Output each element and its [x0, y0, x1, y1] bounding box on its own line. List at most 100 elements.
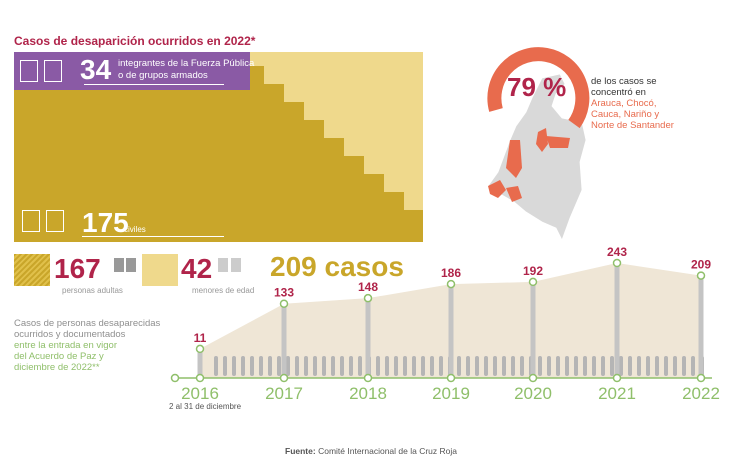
arauca-region [546, 136, 570, 148]
source-note: Fuente: Comité Internacional de la Cruz … [285, 446, 457, 456]
person-figure [538, 356, 542, 376]
civilian-woman-icon [46, 210, 64, 232]
person-figure [268, 356, 272, 376]
person-figure [349, 356, 353, 376]
description-line1: Casos de personas desaparecidas [14, 318, 161, 329]
data-point [528, 277, 538, 287]
data-point [612, 258, 622, 268]
map-departments-line3: Norte de Santander [591, 120, 674, 131]
person-figure [250, 356, 254, 376]
person-figure [619, 356, 623, 376]
person-figure [673, 356, 677, 376]
data-point [363, 293, 373, 303]
person-figure [610, 356, 614, 376]
person-figure [223, 356, 227, 376]
security-forces-count: 34 [80, 54, 112, 85]
person-figure [484, 356, 488, 376]
map-departments-line2: Cauca, Nariño y [591, 109, 660, 120]
person-figure [475, 356, 479, 376]
person-figure [358, 356, 362, 376]
person-figure [430, 356, 434, 376]
boy-icon [218, 258, 228, 272]
data-point [195, 344, 205, 354]
person-figure [547, 356, 551, 376]
person-figure [466, 356, 470, 376]
person-figure [340, 356, 344, 376]
minors-staircase [229, 52, 423, 210]
person-figure [502, 356, 506, 376]
source-label: Fuente: [285, 446, 316, 456]
year-label: 2019 [432, 384, 470, 403]
data-label: 192 [523, 264, 543, 278]
person-figure [664, 356, 668, 376]
person-figure [439, 356, 443, 376]
person-figure [394, 356, 398, 376]
civilian-man-icon [22, 210, 40, 232]
person-figure [646, 356, 650, 376]
person-figure [493, 356, 497, 376]
person-figure [574, 356, 578, 376]
description-line5: diciembre de 2022** [14, 362, 100, 373]
map-departments-line1: Arauca, Chocó, [591, 98, 657, 109]
minors-swatch [142, 254, 178, 286]
civilians-underline [82, 236, 224, 237]
year-label: 2016 [181, 384, 219, 403]
data-label: 133 [274, 286, 294, 300]
minors-label: menores de edad [192, 286, 255, 295]
adult-man-icon [114, 258, 124, 272]
data-point [696, 271, 706, 280]
year-label: 2021 [598, 384, 636, 403]
map-text-line2: concentró en [591, 87, 646, 98]
axis-marker [528, 373, 538, 383]
axis-marker [612, 373, 622, 383]
data-label: 148 [358, 280, 378, 294]
person-figure [286, 356, 290, 376]
data-label: 186 [441, 266, 461, 280]
person-figure [412, 356, 416, 376]
person-figure [682, 356, 686, 376]
soldier-icon [20, 60, 38, 82]
adults-label: personas adultas [62, 286, 123, 295]
person-figure [403, 356, 407, 376]
person-figure [313, 356, 317, 376]
adult-woman-icon [126, 258, 136, 272]
data-label: 243 [607, 245, 627, 259]
person-figure [376, 356, 380, 376]
person-figure [304, 356, 308, 376]
axis-marker [195, 373, 205, 383]
adults-count: 167 [54, 253, 101, 284]
person-figure [592, 356, 596, 376]
cauca-region [506, 186, 522, 202]
security-forces-underline [84, 84, 224, 85]
person-figure [322, 356, 326, 376]
source-text: Comité Internacional de la Cruz Roja [318, 446, 457, 456]
year-label: 2022 [682, 384, 720, 403]
year-label: 2020 [514, 384, 552, 403]
axis-marker [696, 373, 706, 383]
axis-marker [363, 373, 373, 383]
person-figure [556, 356, 560, 376]
armed-person-icon [44, 60, 62, 82]
person-figure [295, 356, 299, 376]
person-figure [520, 356, 524, 376]
girl-icon [231, 258, 241, 272]
security-forces-label-line1: integrantes de la Fuerza Pública [118, 58, 255, 69]
data-label: 11 [194, 331, 207, 345]
person-figure [565, 356, 569, 376]
narino-region [488, 180, 506, 198]
civilians-label: civiles [124, 225, 146, 234]
colombia-map [487, 47, 590, 242]
choco-region [506, 140, 522, 178]
person-figure [331, 356, 335, 376]
axis-marker [279, 373, 289, 383]
person-figure [601, 356, 605, 376]
description-line2: ocurridos y documentados [14, 329, 126, 340]
person-figure [214, 356, 218, 376]
person-figure [457, 356, 461, 376]
map-percentage: 79 % [507, 72, 567, 102]
person-figure [637, 356, 641, 376]
person-figure [421, 356, 425, 376]
data-point [279, 299, 289, 308]
year-label: 2017 [265, 384, 303, 403]
adults-swatch [14, 254, 50, 286]
